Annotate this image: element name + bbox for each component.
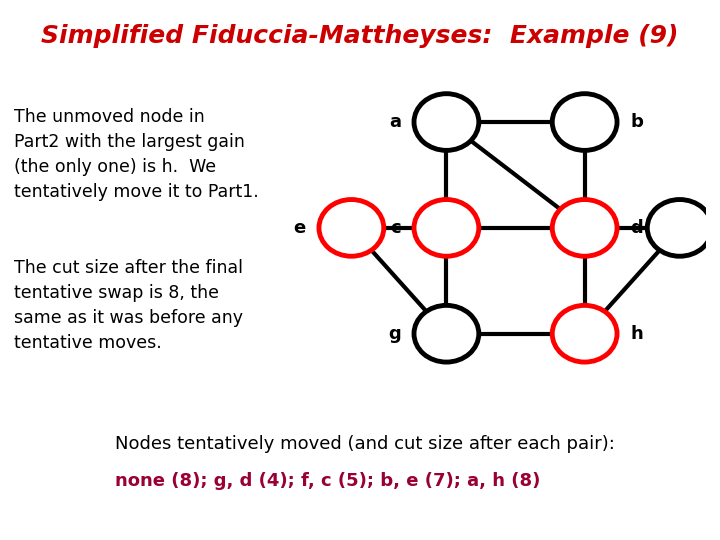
Text: e: e <box>294 219 306 237</box>
Text: none (8); g, d (4); f, c (5); b, e (7); a, h (8): none (8); g, d (4); f, c (5); b, e (7); … <box>115 472 541 490</box>
Circle shape <box>552 199 617 256</box>
Text: h: h <box>630 325 643 343</box>
Text: Nodes tentatively moved (and cut size after each pair):: Nodes tentatively moved (and cut size af… <box>115 435 615 453</box>
Text: The cut size after the final
tentative swap is 8, the
same as it was before any
: The cut size after the final tentative s… <box>14 259 243 352</box>
Circle shape <box>414 306 479 362</box>
Circle shape <box>414 199 479 256</box>
Circle shape <box>319 199 384 256</box>
Text: d: d <box>630 219 643 237</box>
Text: The unmoved node in
Part2 with the largest gain
(the only one) is h.  We
tentati: The unmoved node in Part2 with the large… <box>14 108 259 201</box>
Circle shape <box>647 199 712 256</box>
Text: b: b <box>630 113 643 131</box>
Circle shape <box>414 94 479 151</box>
Circle shape <box>552 306 617 362</box>
Text: a: a <box>389 113 401 131</box>
Text: c: c <box>390 219 401 237</box>
Text: g: g <box>388 325 401 343</box>
Text: Simplified Fiduccia-Mattheyses:  Example (9): Simplified Fiduccia-Mattheyses: Example … <box>41 24 679 48</box>
Circle shape <box>552 94 617 151</box>
